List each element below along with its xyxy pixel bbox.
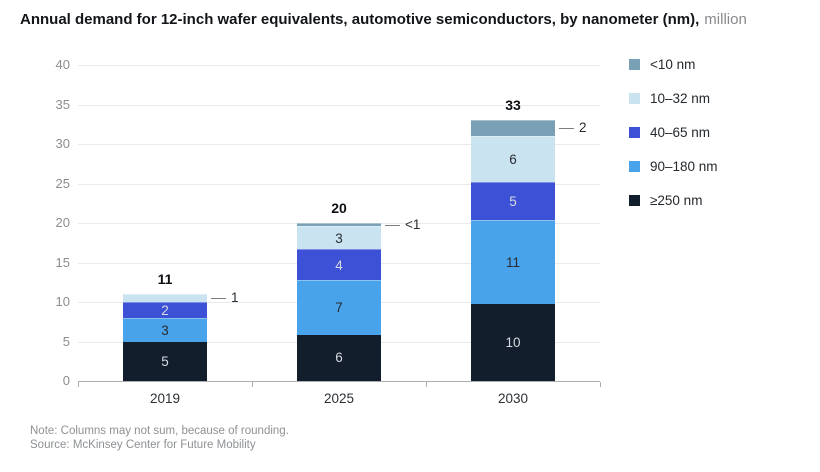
segment-value-label: 4 bbox=[335, 257, 343, 273]
chart-title: Annual demand for 12-inch wafer equivale… bbox=[20, 11, 747, 28]
x-category-label: 2025 bbox=[323, 391, 355, 406]
bar-2030: 10 11 5 6 bbox=[471, 120, 555, 381]
y-tick-label: 40 bbox=[55, 57, 70, 72]
callout-line bbox=[211, 298, 226, 300]
legend: <10 nm 10–32 nm 40–65 nm 90–180 nm ≥250 … bbox=[629, 57, 718, 227]
segment-value-label: 2 bbox=[161, 302, 169, 318]
legend-label: 90–180 nm bbox=[650, 158, 718, 174]
bar-segment-40–65nm: 5 bbox=[471, 181, 555, 220]
y-tick-label: 5 bbox=[62, 333, 70, 349]
y-axis: 0 5 10 15 20 25 30 35 40 bbox=[18, 57, 70, 388]
y-tick-label: 25 bbox=[55, 175, 70, 191]
bar-total-label: 20 bbox=[331, 200, 347, 216]
footnote: Note: Columns may not sum, because of ro… bbox=[30, 424, 289, 452]
bar-segment-90–180nm: 11 bbox=[471, 219, 555, 305]
x-axis-tick bbox=[252, 382, 253, 387]
legend-swatch-40-65nm bbox=[629, 126, 640, 138]
bar-segment-≥250nm: 5 bbox=[123, 341, 207, 381]
bar-segment-90–180nm: 7 bbox=[297, 280, 381, 335]
segment-value-label: 10 bbox=[505, 335, 521, 351]
bar-segment-≥250nm: 10 bbox=[471, 304, 555, 381]
callout-line bbox=[385, 224, 400, 226]
bar-segment-<10nm bbox=[297, 223, 381, 227]
callout-label: 1 bbox=[231, 290, 239, 306]
legend-label: 10–32 nm bbox=[650, 90, 711, 106]
legend-swatch-under-10nm bbox=[629, 58, 640, 70]
y-tick-label: 20 bbox=[55, 215, 70, 230]
segment-value-label: 3 bbox=[335, 230, 343, 246]
x-axis: 2019 2025 2030 bbox=[78, 382, 601, 416]
bar-2025: 6 7 4 3 bbox=[297, 223, 381, 381]
y-tick-label: 35 bbox=[55, 96, 70, 112]
segment-value-label: 7 bbox=[335, 300, 343, 316]
x-axis-tick bbox=[78, 382, 79, 387]
segment-value-label: 11 bbox=[505, 255, 520, 271]
legend-swatch-90-180nm bbox=[629, 160, 640, 172]
legend-swatch-10-32nm bbox=[629, 92, 640, 104]
bar-segment-<10nm bbox=[471, 120, 555, 136]
segment-value-label: 3 bbox=[161, 322, 169, 338]
segment-value-label: 5 bbox=[161, 353, 169, 369]
legend-label: 40–65 nm bbox=[650, 124, 711, 140]
legend-swatch-250nm-plus bbox=[629, 194, 640, 206]
gridline bbox=[78, 144, 600, 145]
segment-value-label: 5 bbox=[509, 193, 517, 209]
y-tick-label: 15 bbox=[55, 254, 70, 270]
bar-total-label: 33 bbox=[505, 97, 521, 114]
y-tick-label: 10 bbox=[55, 294, 70, 309]
bar-segment-10–32nm: 6 bbox=[471, 135, 555, 182]
callout-line bbox=[559, 127, 574, 129]
gridline bbox=[78, 183, 600, 185]
y-tick-label: 0 bbox=[62, 373, 70, 388]
bar-2019: 5 3 2 bbox=[123, 294, 207, 381]
callout-label: <1 bbox=[405, 216, 421, 232]
callout-label: 2 bbox=[579, 119, 587, 135]
legend-item-10-32nm: 10–32 nm bbox=[629, 90, 718, 106]
bar-segment-40–65nm: 2 bbox=[123, 302, 207, 318]
chart-title-unit: million bbox=[704, 11, 747, 28]
x-axis-tick bbox=[426, 382, 427, 387]
legend-item-90-180nm: 90–180 nm bbox=[629, 158, 718, 174]
chart-title-main: Annual demand for 12-inch wafer equivale… bbox=[20, 11, 700, 28]
y-tick-label: 30 bbox=[55, 136, 70, 151]
bar-segment-90–180nm: 3 bbox=[123, 317, 207, 342]
footnote-source: Source: McKinsey Center for Future Mobil… bbox=[30, 439, 256, 451]
bar-segment-10–32nm bbox=[123, 294, 207, 303]
gridline bbox=[78, 104, 600, 106]
bar-segment-40–65nm: 4 bbox=[297, 249, 381, 281]
legend-item-under-10nm: <10 nm bbox=[629, 56, 718, 72]
chart-plot-area: 5 3 2 11 1 6 7 4 3 20 <1 10 11 5 6 33 2 bbox=[78, 65, 600, 382]
x-category-label: 2019 bbox=[149, 391, 181, 406]
segment-value-label: 6 bbox=[509, 151, 517, 167]
bar-segment-≥250nm: 6 bbox=[297, 334, 381, 381]
x-category-label: 2030 bbox=[497, 391, 529, 406]
bar-total-label: 11 bbox=[157, 271, 173, 288]
legend-label: ≥250 nm bbox=[650, 192, 703, 208]
legend-item-40-65nm: 40–65 nm bbox=[629, 124, 718, 140]
legend-label: <10 nm bbox=[650, 56, 696, 72]
bar-segment-10–32nm: 3 bbox=[297, 226, 381, 250]
footnote-note: Note: Columns may not sum, because of ro… bbox=[30, 425, 289, 437]
x-axis-tick bbox=[600, 382, 601, 387]
segment-value-label: 6 bbox=[335, 350, 343, 366]
legend-item-250nm-plus: ≥250 nm bbox=[629, 192, 718, 208]
gridline bbox=[78, 65, 600, 66]
